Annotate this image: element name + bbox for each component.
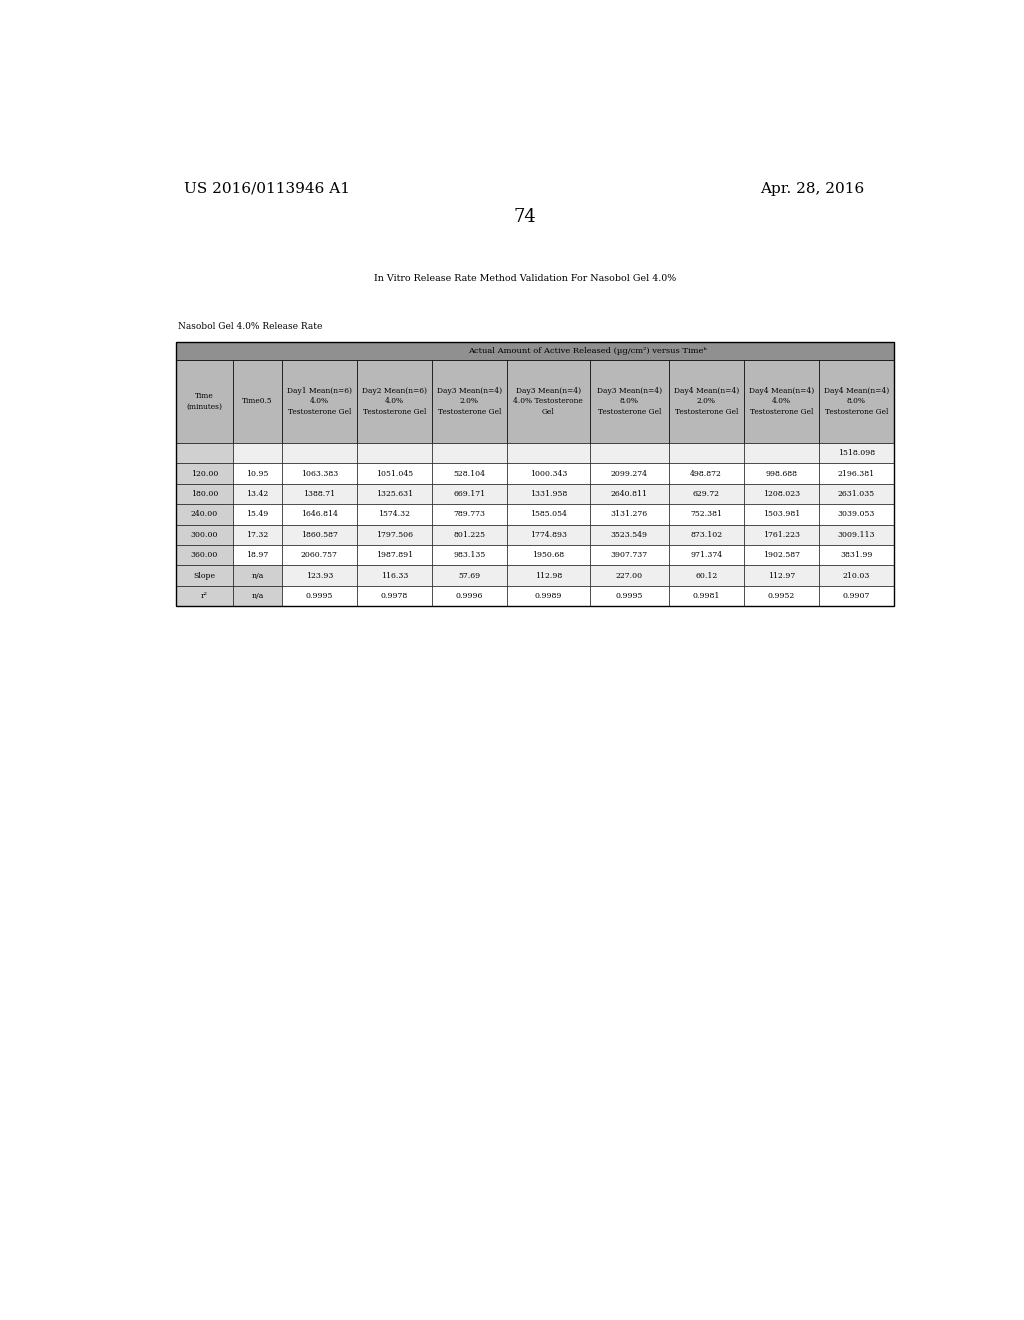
Text: Actual Amount of Active Released (µg/cm²) versus Timeᵇ: Actual Amount of Active Released (µg/cm²… — [468, 347, 708, 355]
Bar — [590, 586, 669, 606]
Text: 1388.71: 1388.71 — [303, 490, 336, 498]
Text: 360.00: 360.00 — [190, 552, 218, 560]
Bar — [232, 524, 282, 545]
Bar — [743, 504, 819, 524]
Bar — [176, 545, 232, 565]
Bar — [282, 463, 356, 483]
Bar — [176, 342, 894, 606]
Bar — [176, 565, 232, 586]
Bar — [432, 483, 507, 504]
Bar — [819, 360, 894, 444]
Bar — [232, 360, 282, 444]
Text: 1331.958: 1331.958 — [529, 490, 567, 498]
Text: 1518.098: 1518.098 — [838, 449, 874, 457]
Bar — [232, 463, 282, 483]
Text: Time
(minutes): Time (minutes) — [186, 392, 222, 411]
Bar — [176, 444, 232, 463]
Text: 112.97: 112.97 — [768, 572, 795, 579]
Bar — [432, 463, 507, 483]
Bar — [819, 586, 894, 606]
Text: 17.32: 17.32 — [246, 531, 268, 539]
Text: Day1 Mean(n=6)
4.0%
Testosterone Gel: Day1 Mean(n=6) 4.0% Testosterone Gel — [287, 387, 352, 416]
Text: 0.9952: 0.9952 — [768, 591, 795, 601]
Text: 112.98: 112.98 — [535, 572, 562, 579]
Text: 0.9981: 0.9981 — [692, 591, 720, 601]
Text: 998.688: 998.688 — [765, 470, 798, 478]
Text: 180.00: 180.00 — [190, 490, 218, 498]
Text: 227.00: 227.00 — [615, 572, 643, 579]
Bar — [282, 545, 356, 565]
Text: Time0.5: Time0.5 — [242, 397, 272, 405]
Text: 2196.381: 2196.381 — [838, 470, 874, 478]
Text: 1051.045: 1051.045 — [376, 470, 413, 478]
Text: 116.33: 116.33 — [381, 572, 408, 579]
Bar — [743, 483, 819, 504]
Bar — [743, 545, 819, 565]
Text: Day4 Mean(n=4)
4.0%
Testosterone Gel: Day4 Mean(n=4) 4.0% Testosterone Gel — [749, 387, 814, 416]
Text: 498.872: 498.872 — [690, 470, 722, 478]
Bar — [669, 586, 743, 606]
Text: 1797.506: 1797.506 — [376, 531, 413, 539]
Bar — [432, 524, 507, 545]
Bar — [232, 444, 282, 463]
Text: 240.00: 240.00 — [190, 511, 218, 519]
Bar — [743, 586, 819, 606]
Text: n/a: n/a — [251, 572, 263, 579]
Text: 1774.893: 1774.893 — [529, 531, 567, 539]
Text: US 2016/0113946 A1: US 2016/0113946 A1 — [183, 182, 350, 195]
Text: Day4 Mean(n=4)
8.0%
Testosterone Gel: Day4 Mean(n=4) 8.0% Testosterone Gel — [823, 387, 889, 416]
Bar — [507, 504, 590, 524]
Bar — [356, 360, 432, 444]
Bar — [590, 545, 669, 565]
Bar — [432, 586, 507, 606]
Bar — [819, 545, 894, 565]
Bar — [176, 586, 232, 606]
Text: 0.9995: 0.9995 — [615, 591, 643, 601]
Text: 1646.814: 1646.814 — [301, 511, 338, 519]
Text: 971.374: 971.374 — [690, 552, 722, 560]
Bar — [432, 444, 507, 463]
Bar — [590, 504, 669, 524]
Text: 74: 74 — [513, 209, 537, 227]
Text: 3009.113: 3009.113 — [838, 531, 874, 539]
Text: 10.95: 10.95 — [246, 470, 268, 478]
Bar — [232, 483, 282, 504]
Bar — [282, 360, 356, 444]
Bar — [743, 463, 819, 483]
Bar — [432, 360, 507, 444]
Text: 873.102: 873.102 — [690, 531, 722, 539]
Bar — [282, 504, 356, 524]
Bar — [356, 545, 432, 565]
Text: Day4 Mean(n=4)
2.0%
Testosterone Gel: Day4 Mean(n=4) 2.0% Testosterone Gel — [674, 387, 739, 416]
Text: 3523.549: 3523.549 — [610, 531, 648, 539]
Bar — [176, 483, 232, 504]
Text: 2631.035: 2631.035 — [838, 490, 874, 498]
Bar — [356, 463, 432, 483]
Text: Apr. 28, 2016: Apr. 28, 2016 — [760, 182, 864, 195]
Bar — [432, 504, 507, 524]
Bar — [819, 483, 894, 504]
Text: n/a: n/a — [251, 591, 263, 601]
Bar — [356, 483, 432, 504]
Text: 528.104: 528.104 — [454, 470, 485, 478]
Text: 789.773: 789.773 — [454, 511, 485, 519]
Text: 983.135: 983.135 — [454, 552, 485, 560]
Bar — [743, 360, 819, 444]
Text: 0.9907: 0.9907 — [843, 591, 869, 601]
Text: 18.97: 18.97 — [246, 552, 268, 560]
Text: 1208.023: 1208.023 — [763, 490, 800, 498]
Bar — [507, 360, 590, 444]
Text: 1000.343: 1000.343 — [529, 470, 567, 478]
Text: 13.42: 13.42 — [246, 490, 268, 498]
Text: Slope: Slope — [194, 572, 215, 579]
Bar — [176, 360, 232, 444]
Bar — [507, 524, 590, 545]
Bar — [819, 524, 894, 545]
Text: 120.00: 120.00 — [190, 470, 218, 478]
Bar — [176, 463, 232, 483]
Bar — [669, 504, 743, 524]
Text: 0.9989: 0.9989 — [535, 591, 562, 601]
Text: Day3 Mean(n=4)
8.0%
Testosterone Gel: Day3 Mean(n=4) 8.0% Testosterone Gel — [597, 387, 662, 416]
Bar — [590, 565, 669, 586]
Text: Day3 Mean(n=4)
4.0% Testosterone
Gel: Day3 Mean(n=4) 4.0% Testosterone Gel — [513, 387, 584, 416]
